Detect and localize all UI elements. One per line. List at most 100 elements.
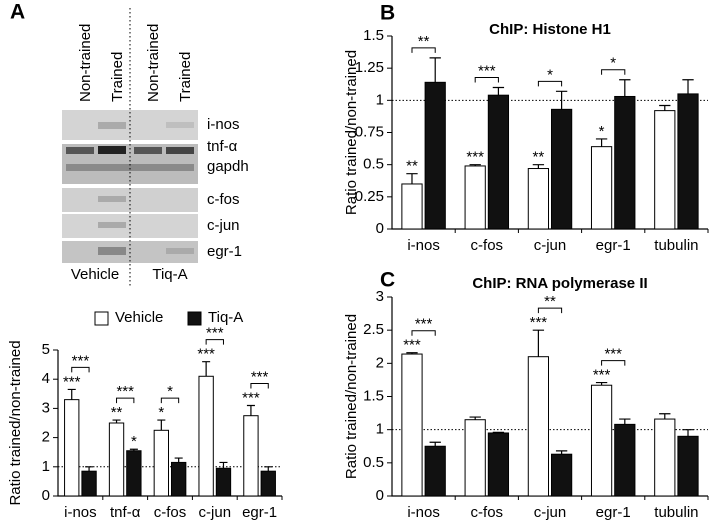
error-bar: [85, 466, 94, 472]
gel-group-label: Tiq-A: [152, 266, 187, 283]
bar: [527, 356, 550, 497]
bar: [401, 183, 423, 230]
bar: [215, 467, 232, 497]
legend-label: Tiq-A: [208, 309, 243, 326]
bracket-label: *: [167, 383, 173, 400]
gel-row-label: gapdh: [207, 158, 249, 175]
y-tick-label: 1.5: [363, 27, 384, 44]
error-bar: [129, 448, 138, 451]
error-bar: [429, 57, 441, 83]
x-tick-label: c-fos: [471, 504, 504, 521]
y-tick-label: 0.25: [355, 188, 384, 205]
legend-swatch: [94, 311, 109, 326]
bracket: [411, 47, 436, 53]
bracket: [537, 80, 563, 87]
bracket-label: ***: [415, 316, 433, 333]
x-tick-label: tnf-α: [110, 504, 141, 521]
lane-label: Trained: [177, 52, 194, 102]
significance-label: ***: [403, 337, 421, 354]
chart-title: ChIP: Histone H1: [489, 21, 611, 38]
y-tick-label: 3: [376, 288, 384, 305]
y-tick-label: 1: [42, 458, 50, 475]
x-tick-label: egr-1: [242, 504, 277, 521]
bar: [108, 422, 125, 497]
bracket-label: ***: [206, 325, 224, 342]
significance-label: ***: [530, 314, 548, 331]
significance-label: **: [406, 158, 418, 175]
lane-label: Non-trained: [145, 24, 162, 102]
gel-row-label: i-nos: [207, 116, 240, 133]
gel-row-label: tnf-α: [207, 138, 238, 155]
y-axis-label: Ratio trained/non-trained: [7, 340, 24, 505]
error-bar: [532, 329, 545, 357]
x-tick-label: egr-1: [596, 237, 631, 254]
x-tick-label: i-nos: [407, 504, 440, 521]
bar: [464, 165, 486, 230]
error-bar: [174, 457, 183, 463]
bar: [81, 470, 97, 497]
bar: [243, 415, 259, 497]
bar: [590, 384, 613, 497]
x-tick-label: c-jun: [534, 237, 567, 254]
gel-row-label: egr-1: [207, 243, 242, 260]
error-bar: [682, 429, 694, 437]
significance-label: ***: [242, 389, 260, 406]
error-bar: [619, 418, 631, 425]
error-bar: [492, 431, 505, 433]
bracket-label: ***: [72, 352, 90, 369]
significance-label: *: [158, 404, 164, 421]
bar: [424, 445, 446, 497]
significance-label: ***: [466, 149, 484, 166]
gel-group-label: Vehicle: [71, 266, 119, 283]
error-bar: [406, 352, 418, 355]
x-tick-label: c-jun: [534, 504, 567, 521]
significance-label: *: [599, 123, 605, 140]
error-bar: [619, 79, 631, 97]
error-bar: [492, 86, 505, 96]
bar: [487, 94, 510, 230]
bracket-label: ***: [604, 346, 622, 363]
error-bar: [659, 104, 671, 111]
error-bar: [682, 79, 694, 94]
bracket: [411, 330, 436, 336]
error-bar: [469, 164, 481, 166]
x-tick-label: egr-1: [596, 504, 631, 521]
bar: [171, 461, 187, 497]
error-bar: [429, 441, 441, 447]
bar: [614, 95, 636, 230]
chart-title: ChIP: RNA polymerase II: [472, 275, 647, 292]
x-tick-label: i-nos: [64, 504, 97, 521]
bar: [677, 93, 699, 230]
legend-label: Vehicle: [115, 309, 163, 326]
significance-label: ***: [63, 373, 81, 390]
bracket-label: **: [544, 293, 556, 310]
bracket: [250, 382, 269, 389]
y-tick-label: 2.5: [363, 321, 384, 338]
bar: [654, 418, 676, 497]
bracket: [537, 307, 563, 314]
bracket-label: **: [418, 33, 430, 50]
bar: [401, 353, 423, 497]
bracket: [474, 76, 499, 83]
y-tick-label: 4: [42, 370, 50, 387]
bar: [464, 419, 486, 497]
y-tick-label: 0: [376, 220, 384, 237]
bar: [64, 399, 80, 497]
y-tick-label: 1: [376, 91, 384, 108]
bar: [126, 450, 142, 497]
y-tick-label: 0: [376, 487, 384, 504]
error-bar: [595, 381, 608, 386]
x-tick-label: tubulin: [654, 504, 698, 521]
x-tick-label: i-nos: [407, 237, 440, 254]
error-bar: [246, 404, 255, 416]
error-bar: [202, 361, 211, 377]
significance-label: ***: [593, 367, 611, 384]
bracket: [601, 69, 626, 75]
y-tick-label: 3: [42, 399, 50, 416]
error-bar: [406, 173, 418, 184]
error-bar: [595, 138, 608, 147]
error-bar: [659, 413, 671, 420]
bar: [198, 375, 214, 497]
significance-label: ***: [197, 346, 215, 363]
